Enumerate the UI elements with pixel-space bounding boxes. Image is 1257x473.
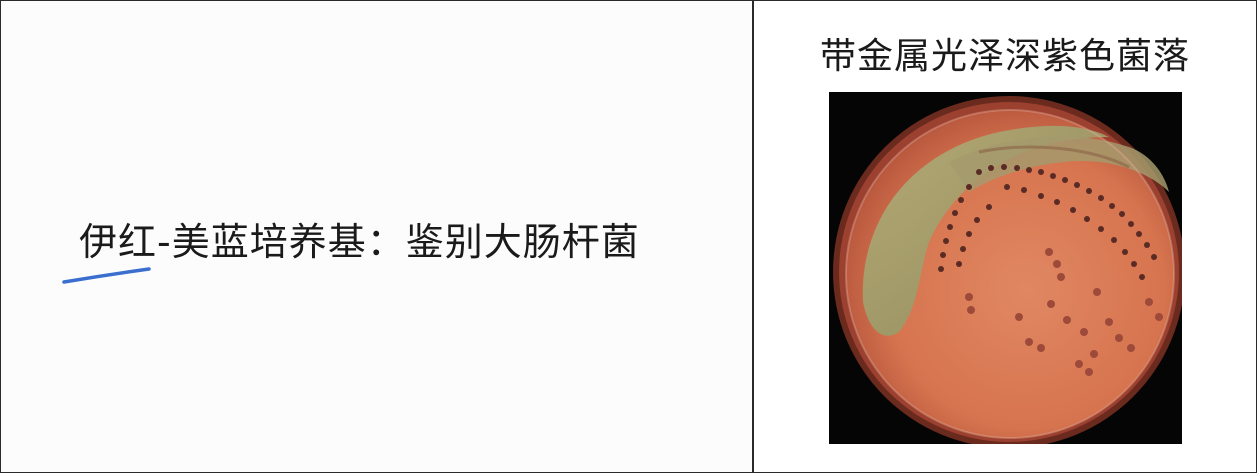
petri-dish-image — [829, 92, 1182, 444]
colony-caption: 带金属光泽深紫色菌落 — [819, 36, 1190, 77]
petri-dish-photo — [829, 92, 1182, 444]
pen-annotation — [62, 267, 151, 284]
medium-description: 伊红-美蓝培养基：鉴别大肠杆菌 — [79, 220, 640, 264]
right-cell: 带金属光泽深紫色菌落 — [754, 1, 1256, 472]
left-cell: 伊红-美蓝培养基：鉴别大肠杆菌 — [1, 1, 754, 472]
